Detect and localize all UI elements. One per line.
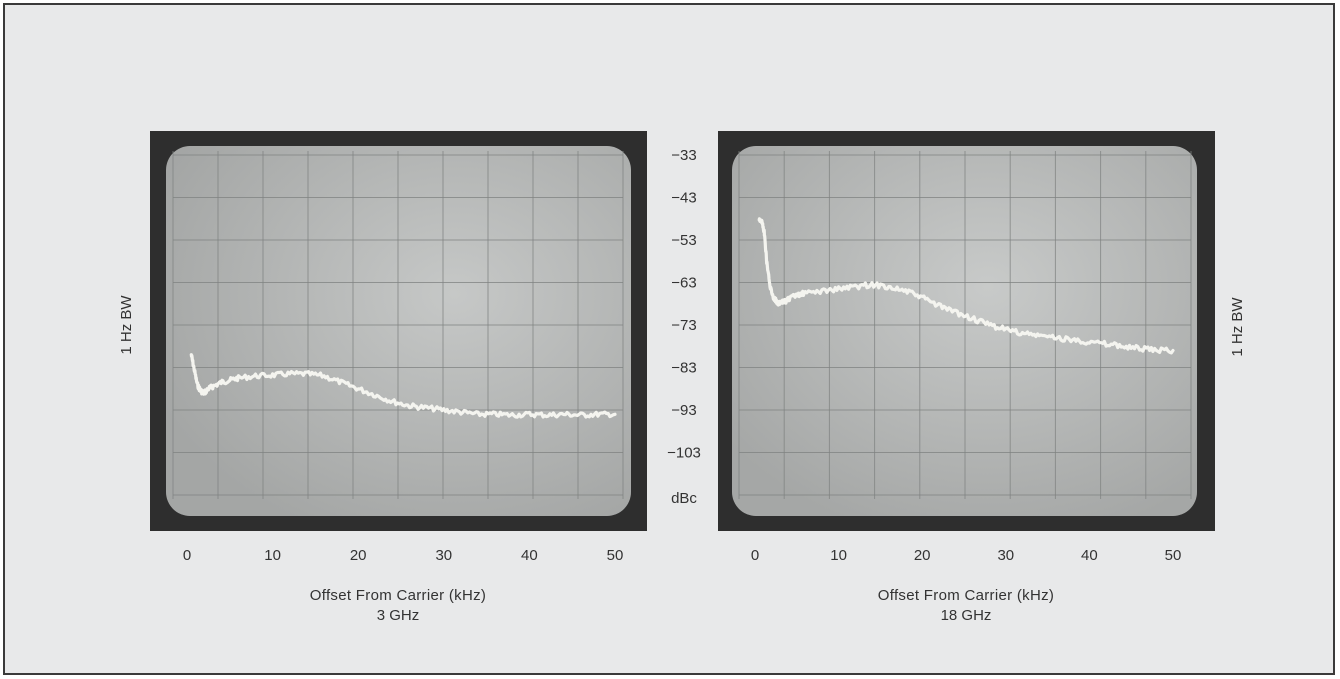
y-tick-label: −33 bbox=[671, 147, 696, 164]
scope-left bbox=[150, 131, 647, 531]
frequency-label-left: 3 GHz bbox=[377, 607, 420, 624]
y-tick-label: −43 bbox=[671, 190, 696, 207]
x-tick-label: 20 bbox=[914, 547, 931, 564]
x-tick-label: 10 bbox=[264, 547, 281, 564]
x-tick-label: 40 bbox=[1081, 547, 1098, 564]
x-ticks-left: 0 10 20 30 40 50 bbox=[183, 547, 624, 564]
x-axis-label-left: Offset From Carrier (kHz) bbox=[310, 587, 486, 604]
x-axis-label-right: Offset From Carrier (kHz) bbox=[878, 587, 1054, 604]
y-tick-label: −73 bbox=[671, 317, 696, 334]
grid-left bbox=[172, 151, 624, 499]
y-tick-label: −103 bbox=[667, 445, 701, 462]
x-tick-label: 40 bbox=[521, 547, 538, 564]
x-tick-label: 0 bbox=[751, 547, 759, 564]
y-tick-label: −53 bbox=[671, 232, 696, 249]
phase-noise-figure: −33 −43 −53 −63 −73 −83 −93 −103 dBc 0 10 20 30 40 5… bbox=[118, 131, 1246, 624]
series-line-0 bbox=[757, 217, 1175, 355]
x-tick-label: 50 bbox=[1165, 547, 1182, 564]
series-line-0 bbox=[189, 353, 617, 419]
x-tick-label: 50 bbox=[607, 547, 624, 564]
y-tick-label: −83 bbox=[671, 360, 696, 377]
y-axis-ticks: −33 −43 −53 −63 −73 −83 −93 −103 bbox=[667, 147, 701, 462]
x-ticks-right: 0 10 20 30 40 50 bbox=[751, 547, 1182, 564]
bandwidth-label-right: 1 Hz BW bbox=[1229, 297, 1246, 357]
scope-right bbox=[718, 131, 1215, 531]
bandwidth-label-left: 1 Hz BW bbox=[118, 295, 135, 355]
x-tick-label: 0 bbox=[183, 547, 191, 564]
x-tick-label: 10 bbox=[830, 547, 847, 564]
x-tick-label: 30 bbox=[997, 547, 1014, 564]
frequency-label-right: 18 GHz bbox=[941, 607, 992, 624]
trace-right bbox=[757, 217, 1175, 355]
grid-right bbox=[738, 151, 1192, 499]
figure-panel: −33 −43 −53 −63 −73 −83 −93 −103 dBc 0 10 20 30 40 5… bbox=[3, 3, 1335, 675]
y-tick-label: −93 bbox=[671, 402, 696, 419]
y-axis-unit: dBc bbox=[671, 490, 697, 507]
y-tick-label: −63 bbox=[671, 275, 696, 292]
x-tick-label: 30 bbox=[435, 547, 452, 564]
trace-left bbox=[189, 353, 617, 419]
x-tick-label: 20 bbox=[350, 547, 367, 564]
